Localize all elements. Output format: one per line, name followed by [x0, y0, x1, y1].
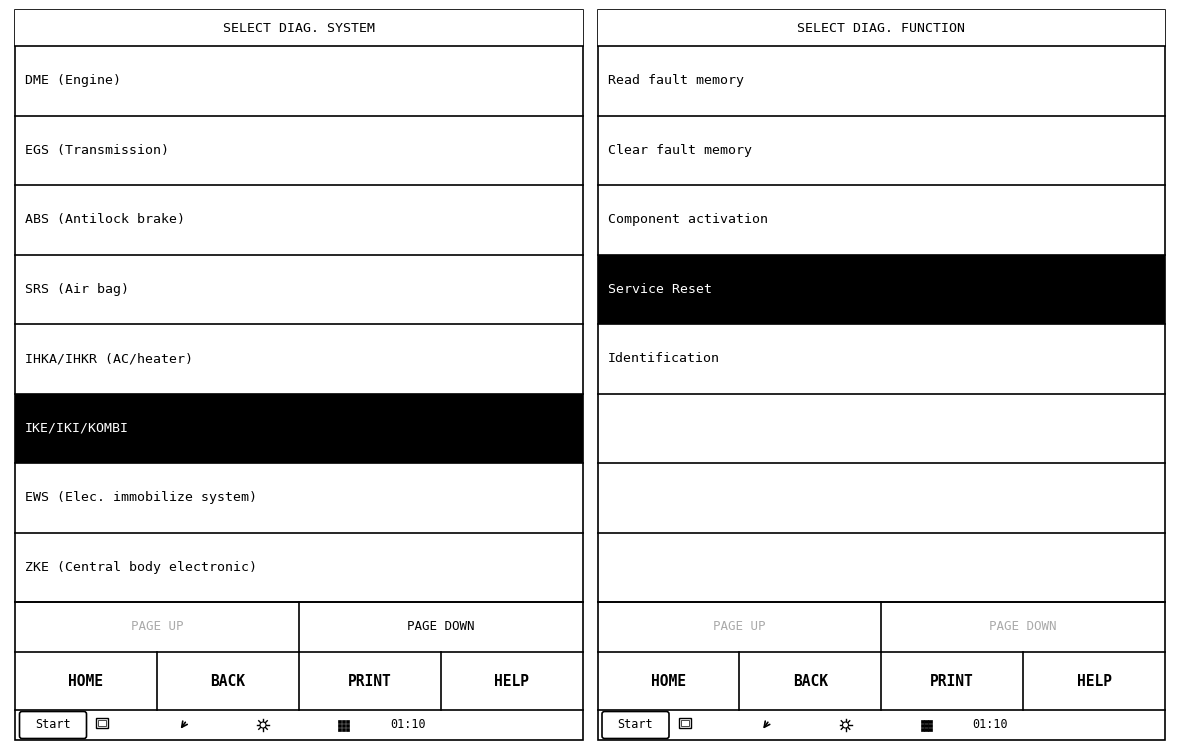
Bar — [929, 720, 931, 723]
Bar — [920, 720, 924, 723]
Text: HOME: HOME — [68, 674, 104, 688]
Text: Component activation: Component activation — [608, 213, 767, 226]
Text: 01:10: 01:10 — [391, 718, 426, 731]
Bar — [337, 724, 341, 728]
Text: Clear fault memory: Clear fault memory — [608, 144, 752, 157]
Bar — [678, 718, 690, 728]
Text: PAGE UP: PAGE UP — [131, 620, 183, 634]
Bar — [337, 720, 341, 723]
Circle shape — [843, 722, 848, 728]
Text: ABS (Antilock brake): ABS (Antilock brake) — [25, 213, 185, 226]
Bar — [98, 720, 106, 726]
Text: PRINT: PRINT — [930, 674, 974, 688]
Bar — [924, 728, 927, 731]
Text: BACK: BACK — [210, 674, 245, 688]
FancyBboxPatch shape — [602, 712, 669, 739]
Text: PAGE DOWN: PAGE DOWN — [989, 620, 1057, 634]
Text: EWS (Elec. immobilize system): EWS (Elec. immobilize system) — [25, 491, 257, 504]
Text: PAGE UP: PAGE UP — [713, 620, 766, 634]
Text: 01:10: 01:10 — [972, 718, 1008, 731]
Bar — [346, 724, 349, 728]
Text: HELP: HELP — [494, 674, 529, 688]
Bar — [346, 720, 349, 723]
Text: Start: Start — [617, 718, 654, 731]
Text: Service Reset: Service Reset — [608, 283, 712, 296]
Bar — [346, 728, 349, 731]
Bar — [920, 724, 924, 728]
Bar — [920, 728, 924, 731]
Bar — [96, 718, 109, 728]
Text: EGS (Transmission): EGS (Transmission) — [25, 144, 169, 157]
Text: SELECT DIAG. FUNCTION: SELECT DIAG. FUNCTION — [798, 22, 965, 34]
Bar — [597, 10, 1165, 46]
Text: SELECT DIAG. SYSTEM: SELECT DIAG. SYSTEM — [223, 22, 375, 34]
Text: HELP: HELP — [1076, 674, 1112, 688]
Bar — [597, 10, 1165, 740]
Bar — [15, 394, 583, 463]
Bar — [15, 10, 583, 740]
Bar — [929, 728, 931, 731]
Text: DME (Engine): DME (Engine) — [25, 74, 122, 87]
Text: Start: Start — [35, 718, 71, 731]
Text: BACK: BACK — [793, 674, 828, 688]
Bar — [924, 720, 927, 723]
Bar — [342, 728, 346, 731]
Bar — [929, 724, 931, 728]
Bar — [597, 254, 1165, 324]
Text: IKE/IKI/KOMBI: IKE/IKI/KOMBI — [25, 422, 129, 435]
Text: Identification: Identification — [608, 352, 720, 365]
Bar — [15, 10, 583, 46]
Bar — [681, 720, 688, 726]
Bar — [337, 728, 341, 731]
Text: Read fault memory: Read fault memory — [608, 74, 743, 87]
Text: HOME: HOME — [651, 674, 686, 688]
Bar — [342, 724, 346, 728]
Bar — [342, 720, 346, 723]
Text: PRINT: PRINT — [348, 674, 392, 688]
Text: IHKA/IHKR (AC/heater): IHKA/IHKR (AC/heater) — [25, 352, 194, 365]
Circle shape — [260, 722, 266, 728]
Text: ZKE (Central body electronic): ZKE (Central body electronic) — [25, 561, 257, 574]
Bar — [924, 724, 927, 728]
Text: SRS (Air bag): SRS (Air bag) — [25, 283, 129, 296]
FancyBboxPatch shape — [20, 712, 86, 739]
Text: PAGE DOWN: PAGE DOWN — [407, 620, 474, 634]
